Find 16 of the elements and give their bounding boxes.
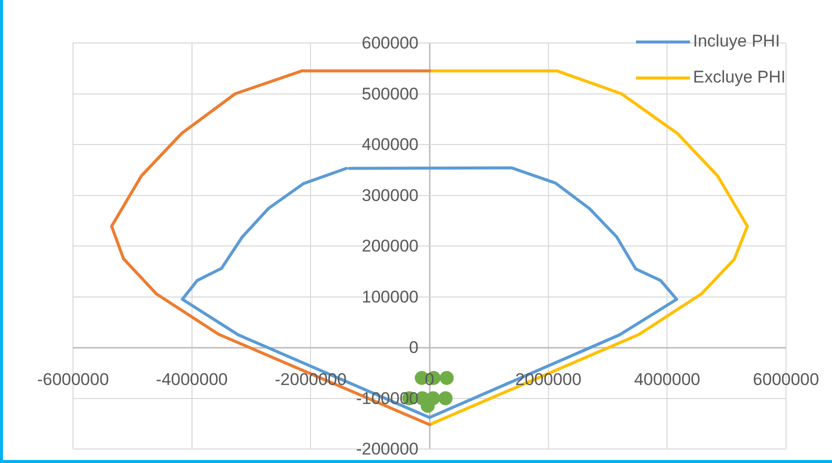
- y-tick-label: 200000: [362, 236, 418, 256]
- legend-label: Excluye PHI: [693, 68, 786, 87]
- x-tick-label: -4000000: [156, 370, 228, 390]
- x-tick-label: 4000000: [634, 370, 700, 390]
- legend-label: Incluye PHI: [693, 32, 780, 51]
- y-tick-label: 600000: [362, 34, 418, 53]
- y-tick-label: 0: [409, 338, 418, 358]
- y-tick-label: 300000: [362, 186, 418, 205]
- x-tick-label: -6000000: [37, 370, 109, 390]
- y-tick-label: 100000: [362, 287, 418, 306]
- x-tick-label: 6000000: [752, 370, 820, 390]
- y-tick-label: -200000: [356, 440, 418, 459]
- y-tick-label: 400000: [362, 135, 418, 154]
- point: [440, 370, 454, 385]
- point: [438, 391, 453, 406]
- y-tick-label: 500000: [362, 84, 418, 104]
